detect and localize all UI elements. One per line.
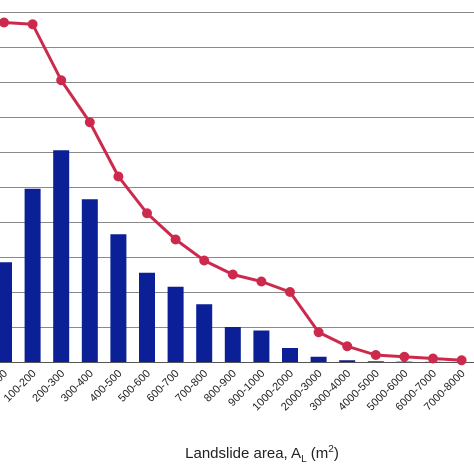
line-point (256, 276, 267, 287)
line-point (370, 350, 381, 360)
bar (53, 150, 70, 362)
line-series (0, 17, 467, 366)
bar (367, 361, 384, 362)
bar (310, 356, 327, 362)
bar (0, 262, 12, 362)
x-axis-label: Landslide area, AL (m2) (185, 444, 339, 465)
line-point (428, 353, 438, 364)
line-point (227, 269, 238, 280)
line-point (27, 19, 38, 30)
gridlines (0, 12, 474, 363)
line-point (313, 327, 324, 338)
bar (282, 348, 298, 362)
line-point (113, 171, 124, 182)
line-point (342, 341, 353, 352)
bar (110, 234, 127, 362)
line-point (56, 75, 67, 86)
bar (224, 327, 241, 362)
bar (81, 199, 98, 362)
bar-series (0, 150, 441, 362)
series-line (3, 21, 462, 362)
bar (196, 304, 213, 362)
bar (339, 360, 356, 362)
line-point (199, 255, 210, 266)
line-point (0, 17, 9, 28)
bar (167, 286, 184, 362)
bar (253, 330, 270, 362)
x-tick-labels: 0-100100-200200-300300-400400-500500-600… (0, 368, 468, 414)
line-point (142, 208, 152, 219)
line-point (84, 117, 95, 128)
bar (139, 272, 155, 362)
line-point (399, 351, 410, 362)
line-point (170, 234, 181, 245)
line-point (285, 287, 295, 297)
bar (24, 188, 41, 362)
line-point (456, 355, 467, 366)
